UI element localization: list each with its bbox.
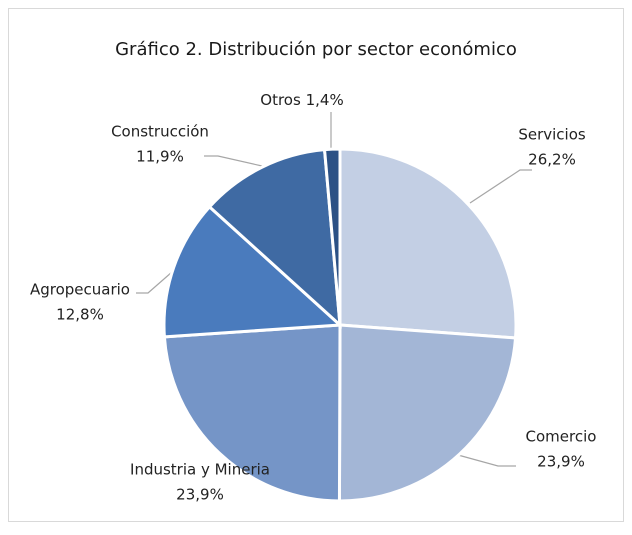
leader-line — [469, 169, 532, 204]
slice-label: Otros — [260, 91, 301, 109]
chart-title: Gráfico 2. Distribución por sector econó… — [115, 39, 517, 60]
slice-value-label: 23,9% — [537, 453, 585, 471]
pie-slice — [322, 147, 342, 326]
slice-label: Servicios — [518, 126, 586, 144]
leader-line — [204, 155, 263, 167]
leader-line — [457, 454, 516, 467]
slice-value-label: 26,2% — [528, 151, 576, 169]
slice-label-group: Otros 1,4% — [260, 91, 343, 109]
leader-line — [136, 271, 173, 294]
slice-value-label: 11,9% — [136, 148, 184, 166]
pie-slice — [337, 323, 518, 503]
pie — [162, 147, 518, 503]
slice-value-label: 12,8% — [56, 306, 104, 324]
pie-slice — [162, 323, 342, 503]
slice-label: Comercio — [526, 428, 597, 446]
pie-slice — [338, 147, 518, 340]
slice-label: Construcción — [111, 123, 209, 141]
pie-slice — [207, 148, 342, 329]
slice-label: Industria y Mineria — [130, 461, 270, 479]
slice-value-label: 23,9% — [176, 486, 224, 504]
slice-value-label: 1,4% — [306, 91, 344, 109]
pie-slice — [162, 204, 344, 339]
leader-lines — [136, 112, 532, 467]
slice-label: Agropecuario — [30, 281, 130, 299]
